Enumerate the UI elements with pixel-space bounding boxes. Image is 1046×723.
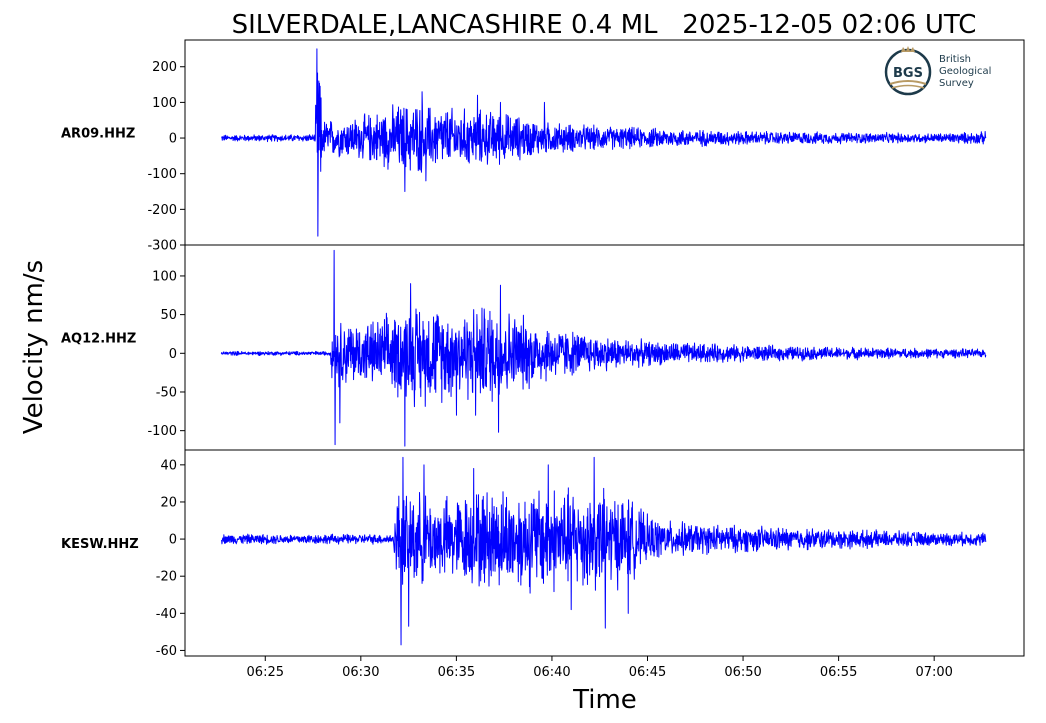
y-tick-label: 0 bbox=[169, 533, 177, 548]
x-axis-label: Time bbox=[572, 685, 637, 715]
panel-2: 40 20 0 -20 -40 -60 KESW.HHZ bbox=[61, 449, 1025, 659]
x-tick-label: 06:35 bbox=[438, 665, 475, 680]
crown-icon bbox=[901, 46, 915, 52]
station-label: AR09.HHZ bbox=[61, 127, 135, 142]
y-tick-label: -50 bbox=[156, 385, 177, 400]
logo-wave bbox=[889, 80, 927, 85]
x-tick-label: 06:55 bbox=[820, 665, 857, 680]
x-tick-label: 06:45 bbox=[629, 665, 666, 680]
y-tick-label: 100 bbox=[152, 269, 177, 284]
station-label: KESW.HHZ bbox=[61, 537, 139, 552]
panel-1: 100 50 0 -50 -100 AQ12.HHZ bbox=[61, 244, 1025, 451]
logo-line-2: Geological bbox=[939, 66, 991, 77]
y-tick-label: 20 bbox=[160, 495, 177, 510]
waveform-trace bbox=[220, 48, 987, 237]
y-tick-label: 0 bbox=[169, 347, 177, 362]
y-tick-label: 0 bbox=[169, 132, 177, 147]
panel-frame bbox=[184, 449, 1025, 657]
logo-mark: BGS bbox=[893, 66, 923, 81]
y-tick-label: -200 bbox=[147, 203, 177, 218]
y-tick-label: 40 bbox=[160, 458, 177, 473]
y-tick-label: -60 bbox=[156, 644, 177, 659]
x-tick-label: 06:25 bbox=[247, 665, 284, 680]
y-tick-label: -20 bbox=[156, 570, 177, 585]
y-tick-label: 100 bbox=[152, 96, 177, 111]
y-axis-label: Velocity nm/s bbox=[19, 260, 49, 434]
y-tick-label: 200 bbox=[152, 60, 177, 75]
station-label: AQ12.HHZ bbox=[61, 332, 136, 347]
x-tick-label: 06:50 bbox=[724, 665, 761, 680]
waveform-trace bbox=[220, 456, 987, 646]
y-tick-label: -100 bbox=[147, 167, 177, 182]
logo-line-3: Survey bbox=[939, 78, 974, 89]
bgs-logo: BGS British Geological Survey bbox=[884, 46, 991, 96]
panels-group: 2001000-100-200-300AR09.HHZ100500-50-100… bbox=[61, 39, 1025, 659]
panel-0: 200 100 0 -100 -200 -300 AR09.HHZ bbox=[61, 39, 1025, 254]
y-tick-label: -300 bbox=[147, 239, 177, 254]
x-axis: 06:25 06:30 06:35 06:40 06:45 06:50 06:55 07:00 bbox=[247, 656, 953, 680]
x-tick-label: 06:40 bbox=[533, 665, 570, 680]
chart-title: SILVERDALE,LANCASHIRE 0.4 ML 2025-12-05 … bbox=[232, 10, 977, 40]
x-tick-label: 07:00 bbox=[915, 665, 952, 680]
y-tick-label: 50 bbox=[160, 308, 177, 323]
logo-wave bbox=[891, 84, 925, 89]
waveform-trace bbox=[220, 249, 987, 447]
y-tick-label: -100 bbox=[147, 424, 177, 439]
logo-line-1: British bbox=[939, 54, 971, 65]
y-tick-label: -40 bbox=[156, 607, 177, 622]
x-tick-label: 06:30 bbox=[342, 665, 379, 680]
